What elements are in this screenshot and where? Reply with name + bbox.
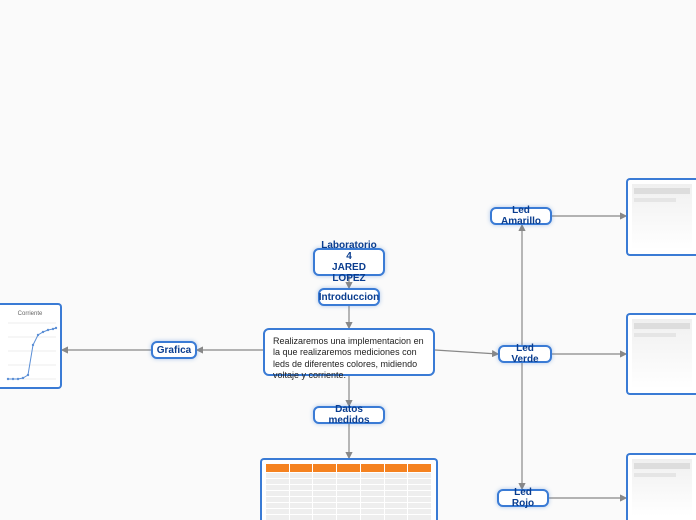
thumb-sim-amarillo[interactable]	[626, 178, 696, 256]
node-led-rojo[interactable]: Led Rojo	[497, 489, 549, 507]
node-grafica[interactable]: Grafica	[151, 341, 197, 359]
verde-label: Led Verde	[508, 343, 542, 365]
node-description[interactable]: Realizaremos una implementacion en la qu…	[263, 328, 435, 376]
amarillo-label: Led Amarillo	[500, 205, 542, 227]
node-led-amarillo[interactable]: Led Amarillo	[490, 207, 552, 225]
node-led-verde[interactable]: Led Verde	[498, 345, 552, 363]
thumb-sim-verde[interactable]	[626, 313, 696, 395]
intro-label: Introduccion	[319, 292, 380, 303]
desc-text: Realizaremos una implementacion en la qu…	[273, 336, 424, 380]
node-introduccion[interactable]: Introduccion	[318, 288, 380, 306]
thumb-table[interactable]	[260, 458, 438, 520]
node-datos[interactable]: Datos medidos	[313, 406, 385, 424]
root-line1: Laboratorio 4	[321, 240, 377, 262]
thumb-sim-rojo[interactable]	[626, 453, 696, 520]
datos-label: Datos medidos	[323, 404, 375, 426]
node-root[interactable]: Laboratorio 4 JARED LOPEZ	[313, 248, 385, 276]
root-line2: JARED LOPEZ	[323, 262, 375, 284]
grafica-label: Grafica	[157, 345, 191, 356]
rojo-label: Led Rojo	[507, 487, 539, 509]
chart-title: Corriente	[18, 311, 43, 317]
thumb-chart[interactable]: Corriente	[0, 303, 62, 389]
table-header	[266, 464, 432, 472]
